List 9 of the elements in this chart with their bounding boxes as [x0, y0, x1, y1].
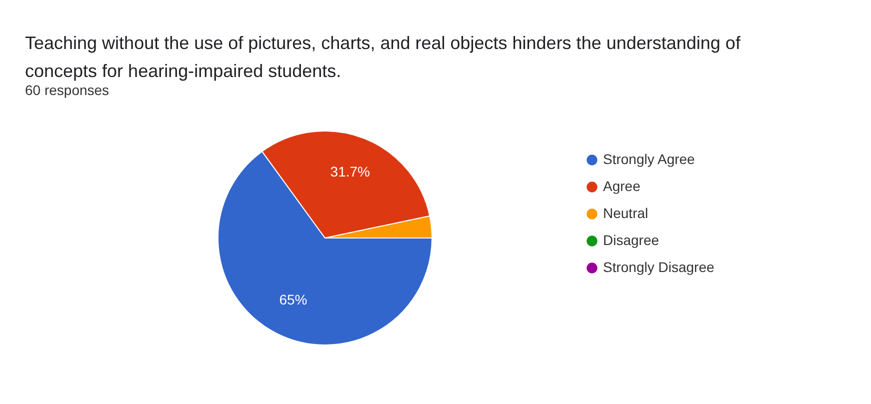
- data-label: 65%: [279, 291, 308, 308]
- text: 60 responses: [25, 82, 110, 98]
- data-label: 31.7%: [330, 164, 370, 180]
- legend-label: Agree: [603, 178, 641, 194]
- legend-label: Disagree: [603, 232, 660, 248]
- legend-label: Strongly Disagree: [603, 259, 714, 275]
- legend-label: Neutral: [603, 205, 648, 221]
- legend-label: Strongly Agree: [603, 151, 696, 167]
- chart-title: Teaching without the use of pictures, charts, and real objects hinders the understanding of concepts for hearing-impaired students.: [25, 33, 742, 81]
